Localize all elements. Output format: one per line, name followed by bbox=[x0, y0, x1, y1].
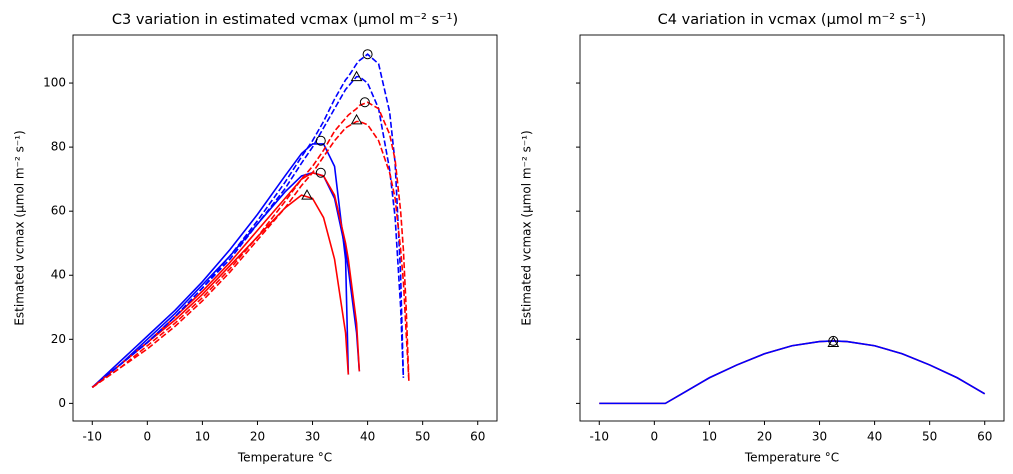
y-tick-label: 40 bbox=[51, 268, 66, 282]
chart-title: C4 variation in vcmax (μmol m⁻² s⁻¹) bbox=[658, 12, 927, 28]
x-tick-label: 10 bbox=[195, 430, 210, 444]
axes-frame bbox=[72, 34, 498, 422]
axes-frame bbox=[579, 34, 1005, 422]
y-tick-label: 80 bbox=[51, 140, 66, 154]
y-axis-label: Estimated vcmax (μmol m⁻² s⁻¹) bbox=[520, 130, 534, 325]
x-tick-label: 30 bbox=[305, 430, 320, 444]
series-line bbox=[599, 340, 986, 405]
y-tick-label: 60 bbox=[51, 204, 66, 218]
series-line bbox=[91, 101, 410, 389]
x-tick-label: 50 bbox=[415, 430, 430, 444]
marker-triangle bbox=[350, 70, 363, 82]
x-tick-label: 0 bbox=[144, 430, 152, 444]
series-line bbox=[91, 120, 410, 389]
x-tick-label: 20 bbox=[757, 430, 772, 444]
series-line bbox=[91, 143, 350, 388]
series-line bbox=[599, 340, 986, 405]
y-tick-label: 100 bbox=[43, 76, 66, 90]
marker-triangle bbox=[350, 113, 363, 125]
marker-circle bbox=[828, 335, 839, 346]
marker-triangle bbox=[301, 189, 313, 200]
x-tick-label: 60 bbox=[470, 430, 485, 444]
x-tick-label: 40 bbox=[360, 430, 375, 444]
marker-circle bbox=[315, 167, 326, 178]
x-axis-label: Temperature °C bbox=[744, 451, 839, 465]
y-axis-label: Estimated vcmax (μmol m⁻² s⁻¹) bbox=[13, 130, 27, 325]
marker-circle bbox=[315, 135, 326, 146]
series-line bbox=[91, 75, 405, 388]
x-tick-label: -10 bbox=[82, 430, 102, 444]
x-tick-label: 20 bbox=[250, 430, 265, 444]
x-tick-label: 30 bbox=[812, 430, 827, 444]
x-axis-label: Temperature °C bbox=[237, 451, 332, 465]
marker-circle bbox=[359, 97, 370, 108]
marker-triangle bbox=[827, 336, 840, 348]
x-tick-label: -10 bbox=[589, 430, 609, 444]
series-line bbox=[91, 171, 361, 388]
y-tick-label: 20 bbox=[51, 332, 66, 346]
chart-title: C3 variation in estimated vcmax (μmol m⁻… bbox=[112, 12, 458, 28]
x-tick-label: 10 bbox=[702, 430, 717, 444]
x-tick-label: 50 bbox=[922, 430, 937, 444]
y-tick-label: 0 bbox=[58, 396, 66, 410]
x-tick-label: 60 bbox=[977, 430, 992, 444]
x-tick-label: 0 bbox=[651, 430, 659, 444]
x-tick-label: 40 bbox=[867, 430, 882, 444]
marker-circle bbox=[362, 49, 373, 60]
